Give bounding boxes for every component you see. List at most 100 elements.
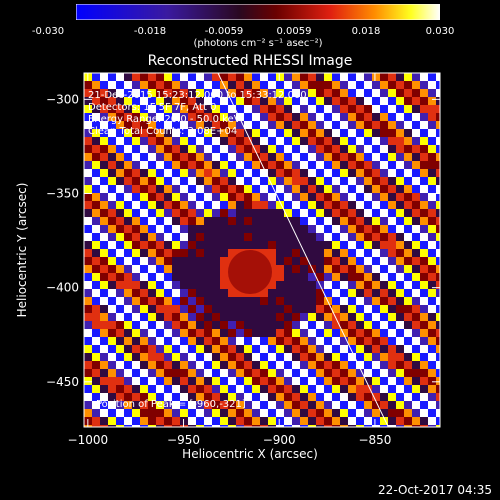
heatmap-cell (188, 353, 196, 361)
heatmap-cell (180, 337, 188, 345)
heatmap-cell (284, 81, 292, 89)
heatmap-cell (100, 113, 108, 121)
heatmap-cell (140, 369, 148, 377)
heatmap-cell (188, 89, 196, 97)
heatmap-cell (172, 217, 180, 225)
heatmap-cell (260, 353, 268, 361)
heatmap-cell (436, 225, 440, 233)
heatmap-cell (420, 217, 428, 225)
heatmap-cell (188, 273, 196, 281)
heatmap-cell (124, 369, 132, 377)
heatmap-cell (212, 417, 220, 425)
heatmap-cell (164, 257, 172, 265)
heatmap-cell (196, 201, 204, 209)
heatmap-cell (340, 121, 348, 129)
heatmap-cell (364, 209, 372, 217)
heatmap-cell (268, 353, 276, 361)
heatmap-cell (324, 249, 332, 257)
heatmap-cell (292, 305, 300, 313)
heatmap-cell (420, 321, 428, 329)
heatmap-cell (284, 113, 292, 121)
heatmap-cell (380, 257, 388, 265)
heatmap-cell (84, 281, 92, 289)
heatmap-cell (324, 353, 332, 361)
heatmap-cell (308, 249, 316, 257)
heatmap-cell (276, 297, 284, 305)
heatmap-cell (412, 329, 420, 337)
heatmap-cell (260, 409, 268, 417)
heatmap-cell (292, 289, 300, 297)
heatmap-cell (196, 105, 204, 113)
heatmap-cell (100, 233, 108, 241)
heatmap-cell (164, 353, 172, 361)
heatmap-cell (420, 265, 428, 273)
heatmap-cell (140, 345, 148, 353)
heatmap-cell (412, 289, 420, 297)
heatmap-cell (244, 329, 252, 337)
heatmap-cell (220, 137, 228, 145)
heatmap-cell (372, 353, 380, 361)
heatmap-cell (388, 353, 396, 361)
heatmap-cell (220, 409, 228, 417)
heatmap-cell (396, 225, 404, 233)
heatmap-cell (108, 145, 116, 153)
heatmap-cell (188, 129, 196, 137)
heatmap-cell (108, 105, 116, 113)
heatmap-cell (140, 129, 148, 137)
heatmap-cell (436, 177, 440, 185)
heatmap-cell (388, 361, 396, 369)
heatmap-cell (268, 161, 276, 169)
heatmap-cell (356, 105, 364, 113)
heatmap-cell (132, 409, 140, 417)
heatmap-cell (388, 137, 396, 145)
heatmap-cell (220, 425, 228, 427)
heatmap-cell (412, 185, 420, 193)
heatmap-cell (388, 209, 396, 217)
heatmap-cell (396, 329, 404, 337)
heatmap-cell (164, 361, 172, 369)
heatmap-cell (156, 377, 164, 385)
heatmap-cell (124, 73, 132, 81)
heatmap-cell (204, 401, 212, 409)
heatmap-cell (84, 129, 92, 137)
heatmap-cell (420, 233, 428, 241)
heatmap-cell (204, 417, 212, 425)
heatmap-cell (372, 161, 380, 169)
heatmap-cell (332, 81, 340, 89)
heatmap-cell (124, 297, 132, 305)
heatmap-cell (268, 209, 276, 217)
heatmap-cell (228, 105, 236, 113)
heatmap-cell (220, 121, 228, 129)
heatmap-cell (92, 169, 100, 177)
heatmap-cell (316, 401, 324, 409)
heatmap-cell (100, 273, 108, 281)
heatmap-cell (84, 313, 92, 321)
heatmap-cell (316, 81, 324, 89)
heatmap-cell (116, 353, 124, 361)
heatmap-cell (132, 345, 140, 353)
heatmap-cell (220, 265, 228, 273)
heatmap-cell (116, 201, 124, 209)
heatmap-cell (364, 369, 372, 377)
heatmap-cell (180, 313, 188, 321)
heatmap-cell (284, 217, 292, 225)
heatmap-cell (92, 193, 100, 201)
heatmap-cell (252, 201, 260, 209)
heatmap-cell (332, 217, 340, 225)
heatmap-cell (228, 209, 236, 217)
heatmap-cell (212, 281, 220, 289)
heatmap-cell (324, 393, 332, 401)
heatmap-cell (428, 89, 436, 97)
heatmap-cell (196, 329, 204, 337)
heatmap-cell (380, 385, 388, 393)
heatmap-cell (292, 393, 300, 401)
heatmap-cell (324, 265, 332, 273)
heatmap-cell (412, 105, 420, 113)
heatmap-cell (108, 297, 116, 305)
heatmap-cell (268, 273, 276, 281)
heatmap-cell (156, 233, 164, 241)
heatmap-cell (156, 369, 164, 377)
heatmap-cell (132, 289, 140, 297)
heatmap-cell (340, 265, 348, 273)
heatmap-cell (84, 385, 92, 393)
